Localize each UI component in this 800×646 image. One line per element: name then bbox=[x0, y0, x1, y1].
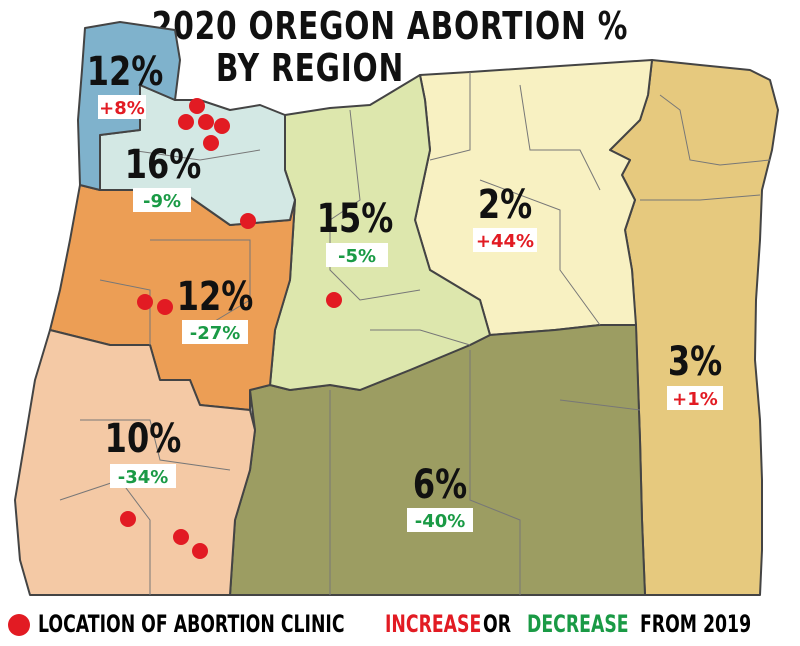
clinic-marker bbox=[120, 511, 136, 527]
region-pct-northwest-coast: 12% bbox=[87, 47, 164, 94]
region-change-box-southwest bbox=[110, 464, 176, 488]
clinic-marker bbox=[173, 529, 189, 545]
region-change-central: -5% bbox=[338, 246, 376, 267]
legend-clinic-label: LOCATION OF ABORTION CLINIC bbox=[38, 610, 345, 638]
region-change-box-southeast bbox=[407, 508, 473, 532]
legend-or-label: OR bbox=[483, 610, 512, 638]
clinic-marker bbox=[214, 118, 230, 134]
region-pct-portland-metro: 16% bbox=[125, 140, 202, 187]
region-pct-southeast: 6% bbox=[413, 460, 467, 507]
region-pct-southwest: 10% bbox=[105, 414, 182, 461]
region-change-eastern: +1% bbox=[672, 389, 718, 410]
clinic-marker bbox=[189, 98, 205, 114]
clinic-marker bbox=[326, 292, 342, 308]
region-southwest-shape bbox=[14, 329, 256, 596]
region-change-northeast-central: +44% bbox=[476, 231, 534, 252]
region-change-box-central bbox=[326, 243, 388, 267]
region-pct-willamette-valley: 12% bbox=[177, 272, 254, 319]
region-pct-northeast-central: 2% bbox=[478, 180, 532, 227]
region-change-southwest: -34% bbox=[118, 467, 169, 488]
map-title-line-1: 2020 OREGON ABORTION % bbox=[151, 4, 629, 48]
clinic-marker bbox=[178, 114, 194, 130]
clinic-marker bbox=[198, 114, 214, 130]
region-change-box-eastern bbox=[667, 386, 723, 410]
county-lines bbox=[59, 72, 771, 595]
region-change-box-northwest-coast bbox=[98, 95, 146, 119]
legend-from-label: FROM 2019 bbox=[640, 610, 752, 638]
region-change-northwest-coast: +8% bbox=[99, 98, 145, 119]
region-pct-central: 15% bbox=[317, 194, 394, 241]
clinic-marker bbox=[203, 135, 219, 151]
clinic-marker bbox=[157, 299, 173, 315]
region-change-box-portland-metro bbox=[133, 188, 191, 212]
region-pct-eastern: 3% bbox=[668, 337, 722, 384]
map-title-line-2: BY REGION bbox=[215, 46, 405, 90]
region-change-willamette-valley: -27% bbox=[190, 323, 241, 344]
oregon-region-map: 12% +8% 16% -9% 12% -27% 10% -34% 15% -5% 2% +44% 6%… bbox=[14, 21, 779, 596]
map-legend: LOCATION OF ABORTION CLINIC INCREASE OR … bbox=[0, 608, 800, 644]
region-change-box-northeast-central bbox=[473, 228, 537, 252]
region-change-portland-metro: -9% bbox=[143, 191, 181, 212]
clinic-marker bbox=[137, 294, 153, 310]
clinic-legend-marker bbox=[8, 614, 30, 636]
region-change-southeast: -40% bbox=[415, 511, 466, 532]
legend-increase-label: INCREASE bbox=[385, 610, 482, 638]
clinic-marker bbox=[240, 213, 256, 229]
region-change-box-willamette-valley bbox=[182, 320, 248, 344]
clinic-marker bbox=[192, 543, 208, 559]
legend-decrease-label: DECREASE bbox=[527, 610, 629, 638]
